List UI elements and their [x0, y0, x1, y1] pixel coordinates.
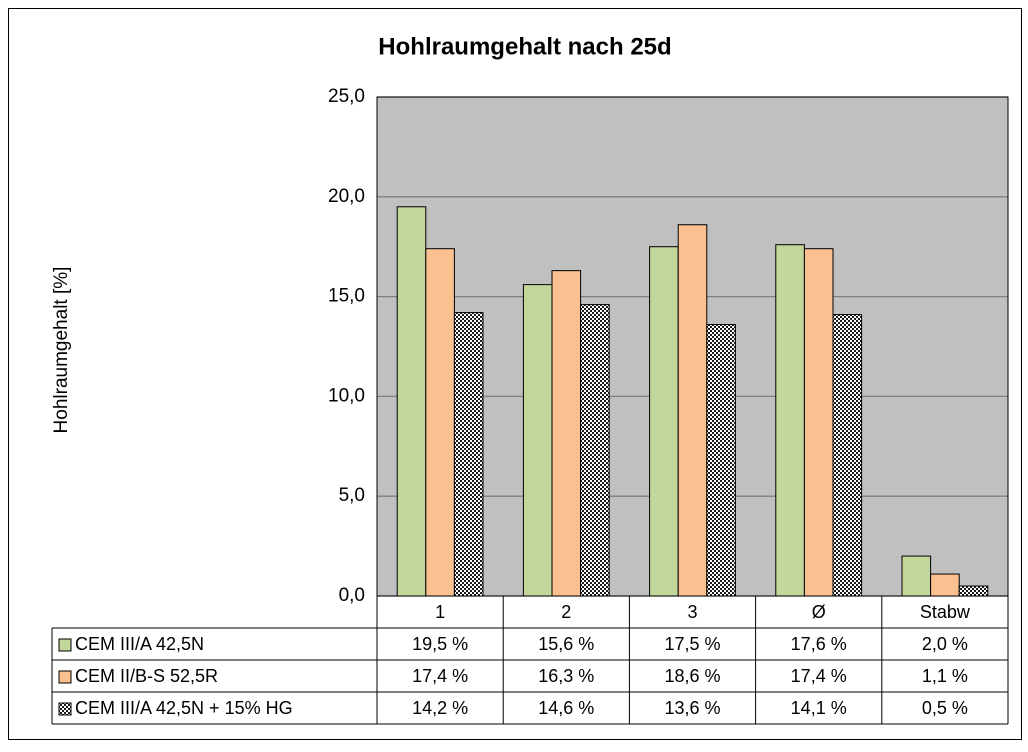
- table-value: 17,4 %: [412, 666, 468, 686]
- legend-label: CEM III/A 42,5N: [75, 634, 204, 654]
- y-tick-label: 15,0: [328, 286, 365, 307]
- table-value: 14,6 %: [538, 698, 594, 718]
- legend-label: CEM II/B-S 52,5R: [75, 666, 218, 686]
- table-value: 18,6 %: [664, 666, 720, 686]
- table-value: 14,1 %: [791, 698, 847, 718]
- bar: [522, 284, 553, 597]
- table-value: 19,5 %: [412, 634, 468, 654]
- table-value: 14,2 %: [412, 698, 468, 718]
- bar: [832, 314, 863, 597]
- y-tick-label: 5,0: [339, 485, 365, 506]
- bar: [706, 324, 736, 597]
- legend-label: CEM III/A 42,5N + 15% HG: [75, 698, 293, 718]
- table-value: 2,0 %: [922, 634, 968, 654]
- table-value: 13,6 %: [664, 698, 720, 718]
- bar: [453, 312, 484, 597]
- bar: [958, 585, 989, 597]
- x-tick-label: Stabw: [920, 602, 971, 622]
- y-tick-label: 10,0: [328, 385, 365, 406]
- bar: [677, 224, 708, 597]
- bar: [649, 246, 679, 597]
- y-tick-label: 25,0: [328, 86, 365, 107]
- table-value: 17,6 %: [791, 634, 847, 654]
- bar: [930, 573, 960, 597]
- table-value: 16,3 %: [538, 666, 594, 686]
- bar: [775, 244, 805, 597]
- y-tick-label: 20,0: [328, 186, 365, 207]
- y-axis-label: Hohlraumgehalt [%]: [51, 267, 72, 434]
- table-value: 17,4 %: [791, 666, 847, 686]
- x-tick-label: 1: [435, 602, 445, 622]
- table-value: 17,5 %: [664, 634, 720, 654]
- legend-key: [58, 670, 72, 684]
- x-tick-label: 2: [561, 602, 571, 622]
- bar: [425, 248, 455, 597]
- table-value: 0,5 %: [922, 698, 968, 718]
- chart-title: Hohlraumgehalt nach 25d: [378, 33, 671, 60]
- bar: [803, 248, 834, 597]
- legend-key: [58, 702, 72, 716]
- bar: [580, 304, 610, 597]
- table-value: 1,1 %: [922, 666, 968, 686]
- legend-key: [58, 638, 72, 652]
- bar: [396, 206, 427, 597]
- x-tick-label: Ø: [812, 602, 826, 622]
- x-tick-label: 3: [687, 602, 697, 622]
- bar: [901, 555, 932, 597]
- bar: [551, 270, 582, 597]
- table-value: 15,6 %: [538, 634, 594, 654]
- y-tick-label: 0,0: [339, 585, 365, 606]
